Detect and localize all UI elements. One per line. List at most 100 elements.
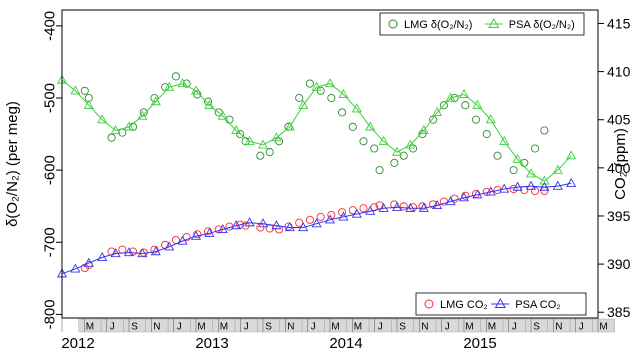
data-point bbox=[311, 81, 322, 91]
data-point bbox=[485, 186, 496, 196]
data-point bbox=[566, 177, 577, 187]
month-tick-label: M bbox=[197, 322, 205, 333]
data-point bbox=[432, 107, 443, 117]
data-point bbox=[110, 125, 121, 135]
data-point bbox=[539, 175, 550, 185]
data-point bbox=[139, 108, 148, 117]
data-point bbox=[256, 223, 265, 232]
data-point bbox=[137, 248, 148, 258]
month-tick-label: N bbox=[421, 322, 428, 333]
year-label: 2015 bbox=[463, 335, 496, 352]
data-point bbox=[284, 222, 295, 232]
data-point bbox=[311, 218, 322, 228]
data-point bbox=[284, 121, 295, 131]
data-point bbox=[485, 114, 496, 124]
left-tick-label: -500 bbox=[42, 83, 59, 113]
data-point bbox=[391, 146, 403, 156]
legend-marker bbox=[388, 19, 398, 29]
data-point bbox=[204, 227, 215, 237]
month-tick-label: M bbox=[354, 322, 362, 333]
data-point bbox=[399, 151, 408, 160]
month-tick-label: N bbox=[153, 322, 160, 333]
data-point bbox=[97, 251, 108, 261]
data-point bbox=[150, 246, 161, 256]
data-point bbox=[118, 245, 127, 254]
month-tick-label: M bbox=[465, 322, 473, 333]
data-point bbox=[256, 151, 265, 160]
data-point bbox=[539, 181, 550, 191]
series-line bbox=[61, 182, 572, 275]
data-point bbox=[351, 208, 362, 218]
month-tick-label: S bbox=[265, 322, 272, 333]
month-tick-label: M bbox=[599, 322, 607, 333]
right-tick-label: 415 bbox=[607, 15, 631, 31]
data-point bbox=[150, 93, 159, 103]
data-point bbox=[499, 135, 510, 145]
data-point bbox=[552, 164, 563, 174]
data-point bbox=[472, 189, 483, 199]
data-point bbox=[123, 247, 135, 257]
data-point bbox=[493, 151, 502, 160]
data-point bbox=[378, 202, 389, 212]
data-point bbox=[225, 115, 234, 124]
data-point bbox=[298, 222, 309, 232]
series-4 bbox=[56, 177, 577, 278]
right-tick-label: 405 bbox=[607, 112, 631, 128]
data-point bbox=[530, 144, 540, 153]
data-point bbox=[295, 93, 304, 103]
legend-label: LMG δ(O₂/N₂) bbox=[404, 19, 472, 31]
data-point bbox=[324, 78, 336, 88]
right-tick-label: 395 bbox=[607, 208, 631, 224]
x-axis: M J S N J M M J S N J M M J S N J M M J S N J M 2012 2013 2014 2015 bbox=[61, 317, 615, 352]
data-point bbox=[509, 184, 518, 194]
data-point bbox=[552, 180, 563, 190]
data-point bbox=[499, 183, 510, 193]
data-point bbox=[107, 133, 116, 142]
data-point bbox=[458, 192, 470, 202]
series-2 bbox=[56, 74, 577, 185]
data-point bbox=[461, 101, 470, 110]
legend-marker bbox=[488, 17, 500, 28]
data-point bbox=[429, 115, 438, 124]
data-point bbox=[316, 212, 325, 221]
data-point bbox=[530, 186, 540, 195]
data-point bbox=[271, 220, 282, 230]
data-point bbox=[418, 202, 427, 211]
month-tick-label: N bbox=[287, 322, 294, 333]
data-point bbox=[265, 148, 274, 157]
legend-label: LMG CO₂ bbox=[440, 299, 488, 311]
data-point bbox=[445, 196, 456, 206]
right-tick-label: 385 bbox=[607, 304, 631, 320]
month-tick-label: N bbox=[555, 322, 562, 333]
right-y-axis-label: CO₂ (ppm) bbox=[612, 128, 629, 200]
year-label: 2012 bbox=[61, 335, 94, 352]
data-point bbox=[110, 248, 121, 258]
data-point bbox=[391, 201, 403, 211]
month-tick-label: M bbox=[331, 322, 339, 333]
data-point bbox=[150, 96, 161, 106]
data-point bbox=[236, 130, 245, 139]
data-point bbox=[338, 88, 349, 98]
data-point bbox=[375, 166, 384, 175]
data-point bbox=[445, 92, 456, 102]
data-point bbox=[370, 144, 379, 153]
month-tick-label: J bbox=[110, 322, 115, 333]
series-1 bbox=[80, 72, 549, 175]
month-tick-label: S bbox=[131, 322, 138, 333]
data-point bbox=[70, 263, 81, 273]
data-point bbox=[204, 227, 213, 236]
month-tick-label: S bbox=[399, 322, 406, 333]
data-point bbox=[164, 241, 175, 251]
data-point bbox=[365, 121, 376, 131]
data-point bbox=[439, 197, 448, 206]
data-point bbox=[390, 158, 399, 167]
data-point bbox=[244, 217, 255, 227]
data-point bbox=[405, 139, 416, 149]
left-y-axis: -800 -700 -600 -500 -400 bbox=[42, 11, 62, 329]
data-point bbox=[123, 121, 135, 131]
data-point bbox=[305, 215, 314, 224]
data-point bbox=[418, 125, 429, 135]
data-point bbox=[509, 166, 518, 175]
year-label: 2014 bbox=[329, 335, 362, 352]
